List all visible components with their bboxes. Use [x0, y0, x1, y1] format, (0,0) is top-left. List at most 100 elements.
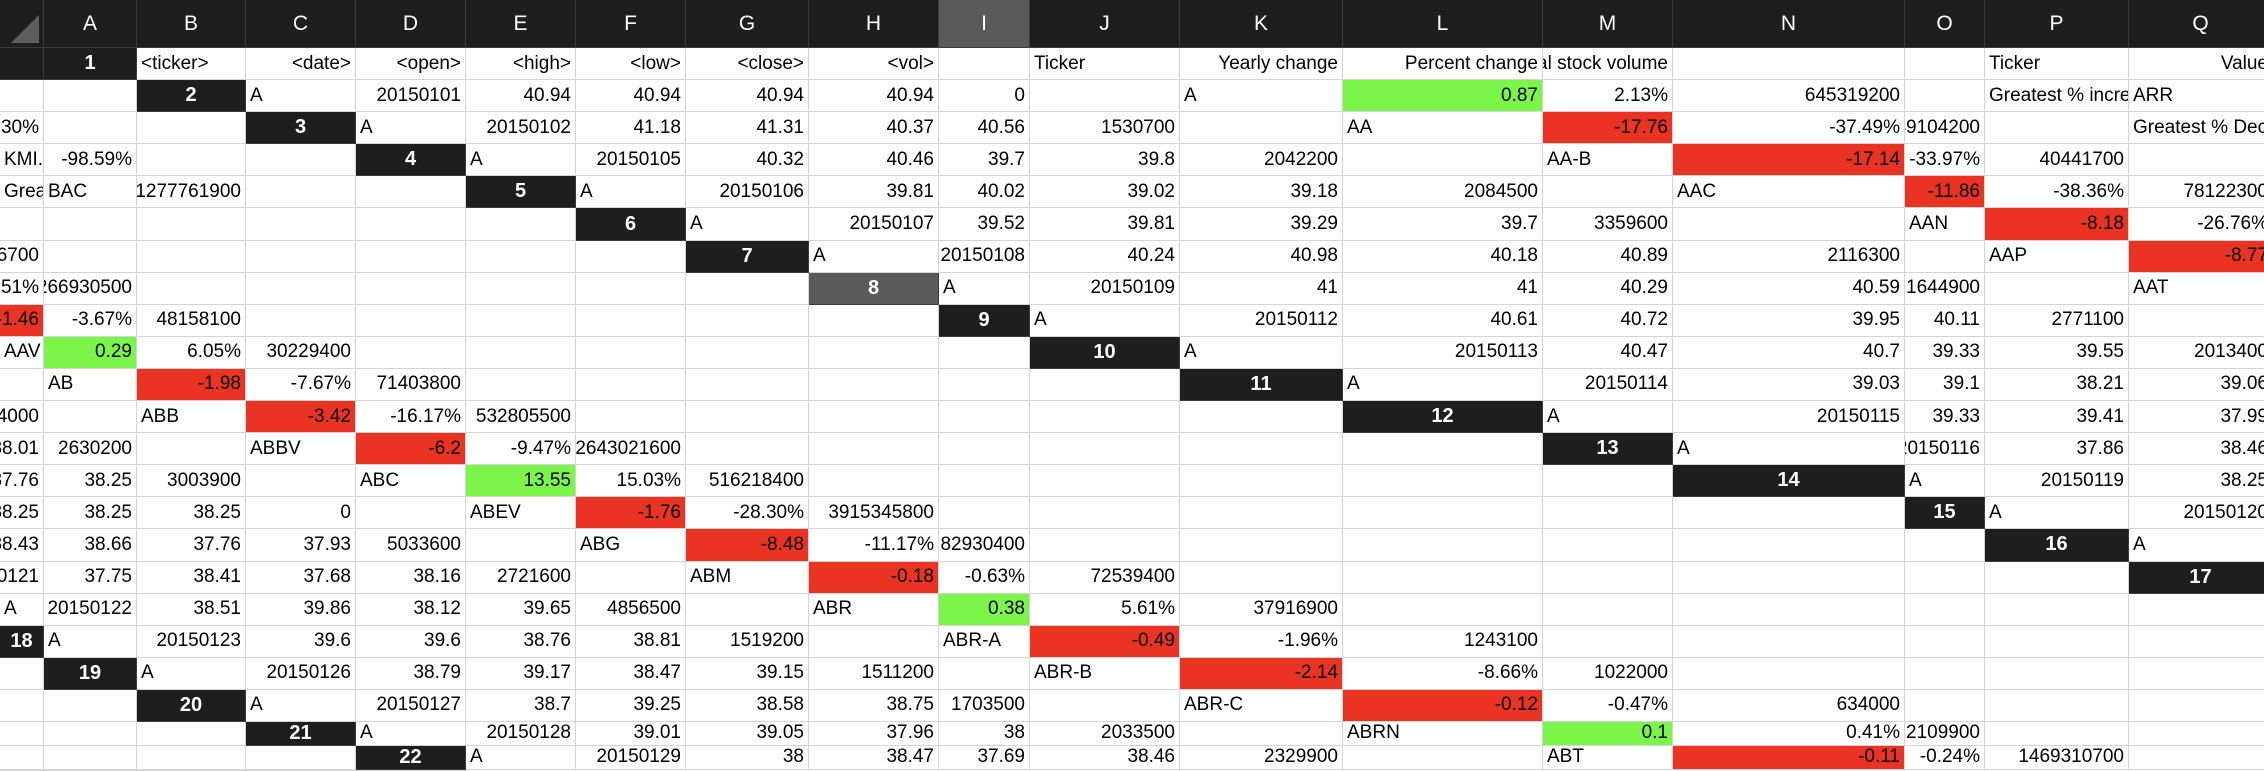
- cell-c9[interactable]: 40.61: [1343, 304, 1543, 337]
- cell-o18[interactable]: [1905, 625, 1985, 658]
- cell-h14[interactable]: [356, 497, 466, 530]
- cell-q10[interactable]: [939, 368, 1030, 402]
- cell-overflow-7[interactable]: [686, 272, 809, 305]
- cell-k5[interactable]: -38.36%: [1985, 176, 2129, 209]
- cell-j10[interactable]: -1.98: [137, 368, 246, 402]
- cell-g17[interactable]: 4856500: [576, 593, 686, 626]
- cell-l6[interactable]: 179606700: [0, 240, 44, 273]
- cell-overflow-4[interactable]: [356, 176, 466, 209]
- cell-p15[interactable]: [1543, 529, 1673, 562]
- cell-n16[interactable]: [1343, 561, 1543, 594]
- column-header-c[interactable]: C: [246, 0, 356, 48]
- cell-p6[interactable]: [356, 240, 466, 273]
- cell-g14[interactable]: 0: [246, 497, 356, 530]
- cell-b9[interactable]: 20150112: [1180, 304, 1343, 337]
- cell-a13[interactable]: A: [1673, 433, 1905, 466]
- cell-h10[interactable]: [0, 368, 44, 402]
- cell-a16[interactable]: A: [2129, 529, 2264, 562]
- cell-d17[interactable]: 39.86: [246, 593, 356, 626]
- cell-j1[interactable]: Yearly change: [1180, 48, 1343, 81]
- cell-a3[interactable]: A: [356, 112, 466, 145]
- cell-g8[interactable]: 1644900: [1905, 272, 1985, 305]
- cell-c14[interactable]: 38.25: [2129, 465, 2264, 498]
- cell-f15[interactable]: 37.93: [246, 529, 356, 562]
- cell-j13[interactable]: 13.55: [466, 465, 576, 498]
- cell-k13[interactable]: 15.03%: [576, 465, 686, 498]
- column-header-q[interactable]: Q: [2129, 0, 2264, 48]
- cell-l7[interactable]: 266930500: [44, 272, 137, 305]
- cell-a5[interactable]: A: [576, 176, 686, 209]
- cell-l10[interactable]: 71403800: [356, 368, 466, 402]
- cell-p18[interactable]: [1985, 625, 2129, 658]
- cell-l17[interactable]: 37916900: [1180, 593, 1343, 626]
- cell-o5[interactable]: [137, 208, 246, 241]
- cell-j17[interactable]: 0.38: [939, 593, 1030, 626]
- cell-b11[interactable]: 20150114: [1543, 368, 1673, 402]
- cell-a14[interactable]: A: [1905, 465, 1985, 498]
- cell-n17[interactable]: [1543, 593, 1673, 626]
- cell-j15[interactable]: -8.48: [686, 529, 809, 562]
- cell-k16[interactable]: -0.63%: [939, 561, 1030, 594]
- cell-e2[interactable]: 40.94: [686, 80, 809, 113]
- cell-f5[interactable]: 39.18: [1180, 176, 1343, 209]
- cell-h20[interactable]: [1030, 689, 1180, 722]
- cell-p13[interactable]: [1180, 465, 1343, 498]
- row-header-9[interactable]: 9: [939, 304, 1030, 337]
- cell-h18[interactable]: [809, 625, 939, 658]
- cell-j7[interactable]: -8.77: [2129, 240, 2264, 273]
- cell-p11[interactable]: [939, 401, 1030, 434]
- cell-k8[interactable]: -3.67%: [44, 304, 137, 337]
- cell-e17[interactable]: 38.12: [356, 593, 466, 626]
- column-header-j[interactable]: J: [1030, 0, 1180, 48]
- cell-p2[interactable]: 491.30%: [0, 112, 44, 145]
- cell-o14[interactable]: [1180, 497, 1343, 530]
- cell-q20[interactable]: [44, 721, 137, 746]
- cell-p7[interactable]: [466, 272, 576, 305]
- cell-j9[interactable]: 0.29: [44, 336, 137, 369]
- cell-d4[interactable]: 40.46: [809, 144, 939, 177]
- cell-l18[interactable]: 1243100: [1343, 625, 1543, 658]
- cell-overflow-2[interactable]: [137, 112, 246, 145]
- cell-c5[interactable]: 39.81: [809, 176, 939, 209]
- cell-f18[interactable]: 38.81: [576, 625, 686, 658]
- cell-e19[interactable]: 38.47: [576, 657, 686, 690]
- cell-q18[interactable]: [2129, 625, 2264, 658]
- cell-c21[interactable]: 39.01: [576, 721, 686, 746]
- row-header-2[interactable]: 2: [137, 80, 246, 113]
- cell-l22[interactable]: 1469310700: [1985, 745, 2129, 770]
- cell-n15[interactable]: [1180, 529, 1343, 562]
- cell-o20[interactable]: [2129, 689, 2264, 722]
- cell-e14[interactable]: 38.25: [44, 497, 137, 530]
- cell-f2[interactable]: 40.94: [809, 80, 939, 113]
- cell-f8[interactable]: 40.59: [1673, 272, 1905, 305]
- cell-k9[interactable]: 6.05%: [137, 336, 246, 369]
- cell-b1[interactable]: <date>: [246, 48, 356, 81]
- cell-e5[interactable]: 39.02: [1030, 176, 1180, 209]
- cell-n9[interactable]: [466, 336, 576, 369]
- cell-k2[interactable]: 2.13%: [1543, 80, 1673, 113]
- cell-n18[interactable]: [1673, 625, 1905, 658]
- cell-a18[interactable]: A: [44, 625, 137, 658]
- cell-c2[interactable]: 40.94: [466, 80, 576, 113]
- cell-a22[interactable]: A: [466, 745, 576, 770]
- cell-c7[interactable]: 40.24: [1030, 240, 1180, 273]
- cell-l1[interactable]: Total stock volume: [1543, 48, 1673, 81]
- cell-l15[interactable]: 82930400: [939, 529, 1030, 562]
- cell-a9[interactable]: A: [1030, 304, 1180, 337]
- cell-i20[interactable]: ABR-C: [1180, 689, 1343, 722]
- cell-b5[interactable]: 20150106: [686, 176, 809, 209]
- cell-i12[interactable]: ABBV: [246, 433, 356, 466]
- cell-o7[interactable]: [356, 272, 466, 305]
- cell-p19[interactable]: [2129, 657, 2264, 690]
- cell-l21[interactable]: 2109900: [1905, 721, 1985, 746]
- cell-i17[interactable]: ABR: [809, 593, 939, 626]
- cell-c16[interactable]: 37.75: [44, 561, 137, 594]
- cell-g21[interactable]: 2033500: [1030, 721, 1180, 746]
- cell-n10[interactable]: [576, 368, 686, 402]
- cell-c10[interactable]: 40.47: [1543, 336, 1673, 369]
- cell-d7[interactable]: 40.98: [1180, 240, 1343, 273]
- cell-g5[interactable]: 2084500: [1343, 176, 1543, 209]
- cell-e9[interactable]: 39.95: [1673, 304, 1905, 337]
- cell-l12[interactable]: 2643021600: [576, 433, 686, 466]
- cell-m13[interactable]: [809, 465, 939, 498]
